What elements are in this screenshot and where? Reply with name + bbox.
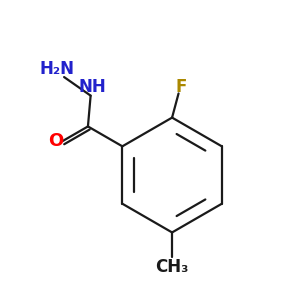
Text: F: F xyxy=(176,78,187,96)
Text: CH₃: CH₃ xyxy=(155,258,189,276)
Text: NH: NH xyxy=(78,78,106,96)
Text: O: O xyxy=(48,132,64,150)
Text: H₂N: H₂N xyxy=(39,60,74,78)
